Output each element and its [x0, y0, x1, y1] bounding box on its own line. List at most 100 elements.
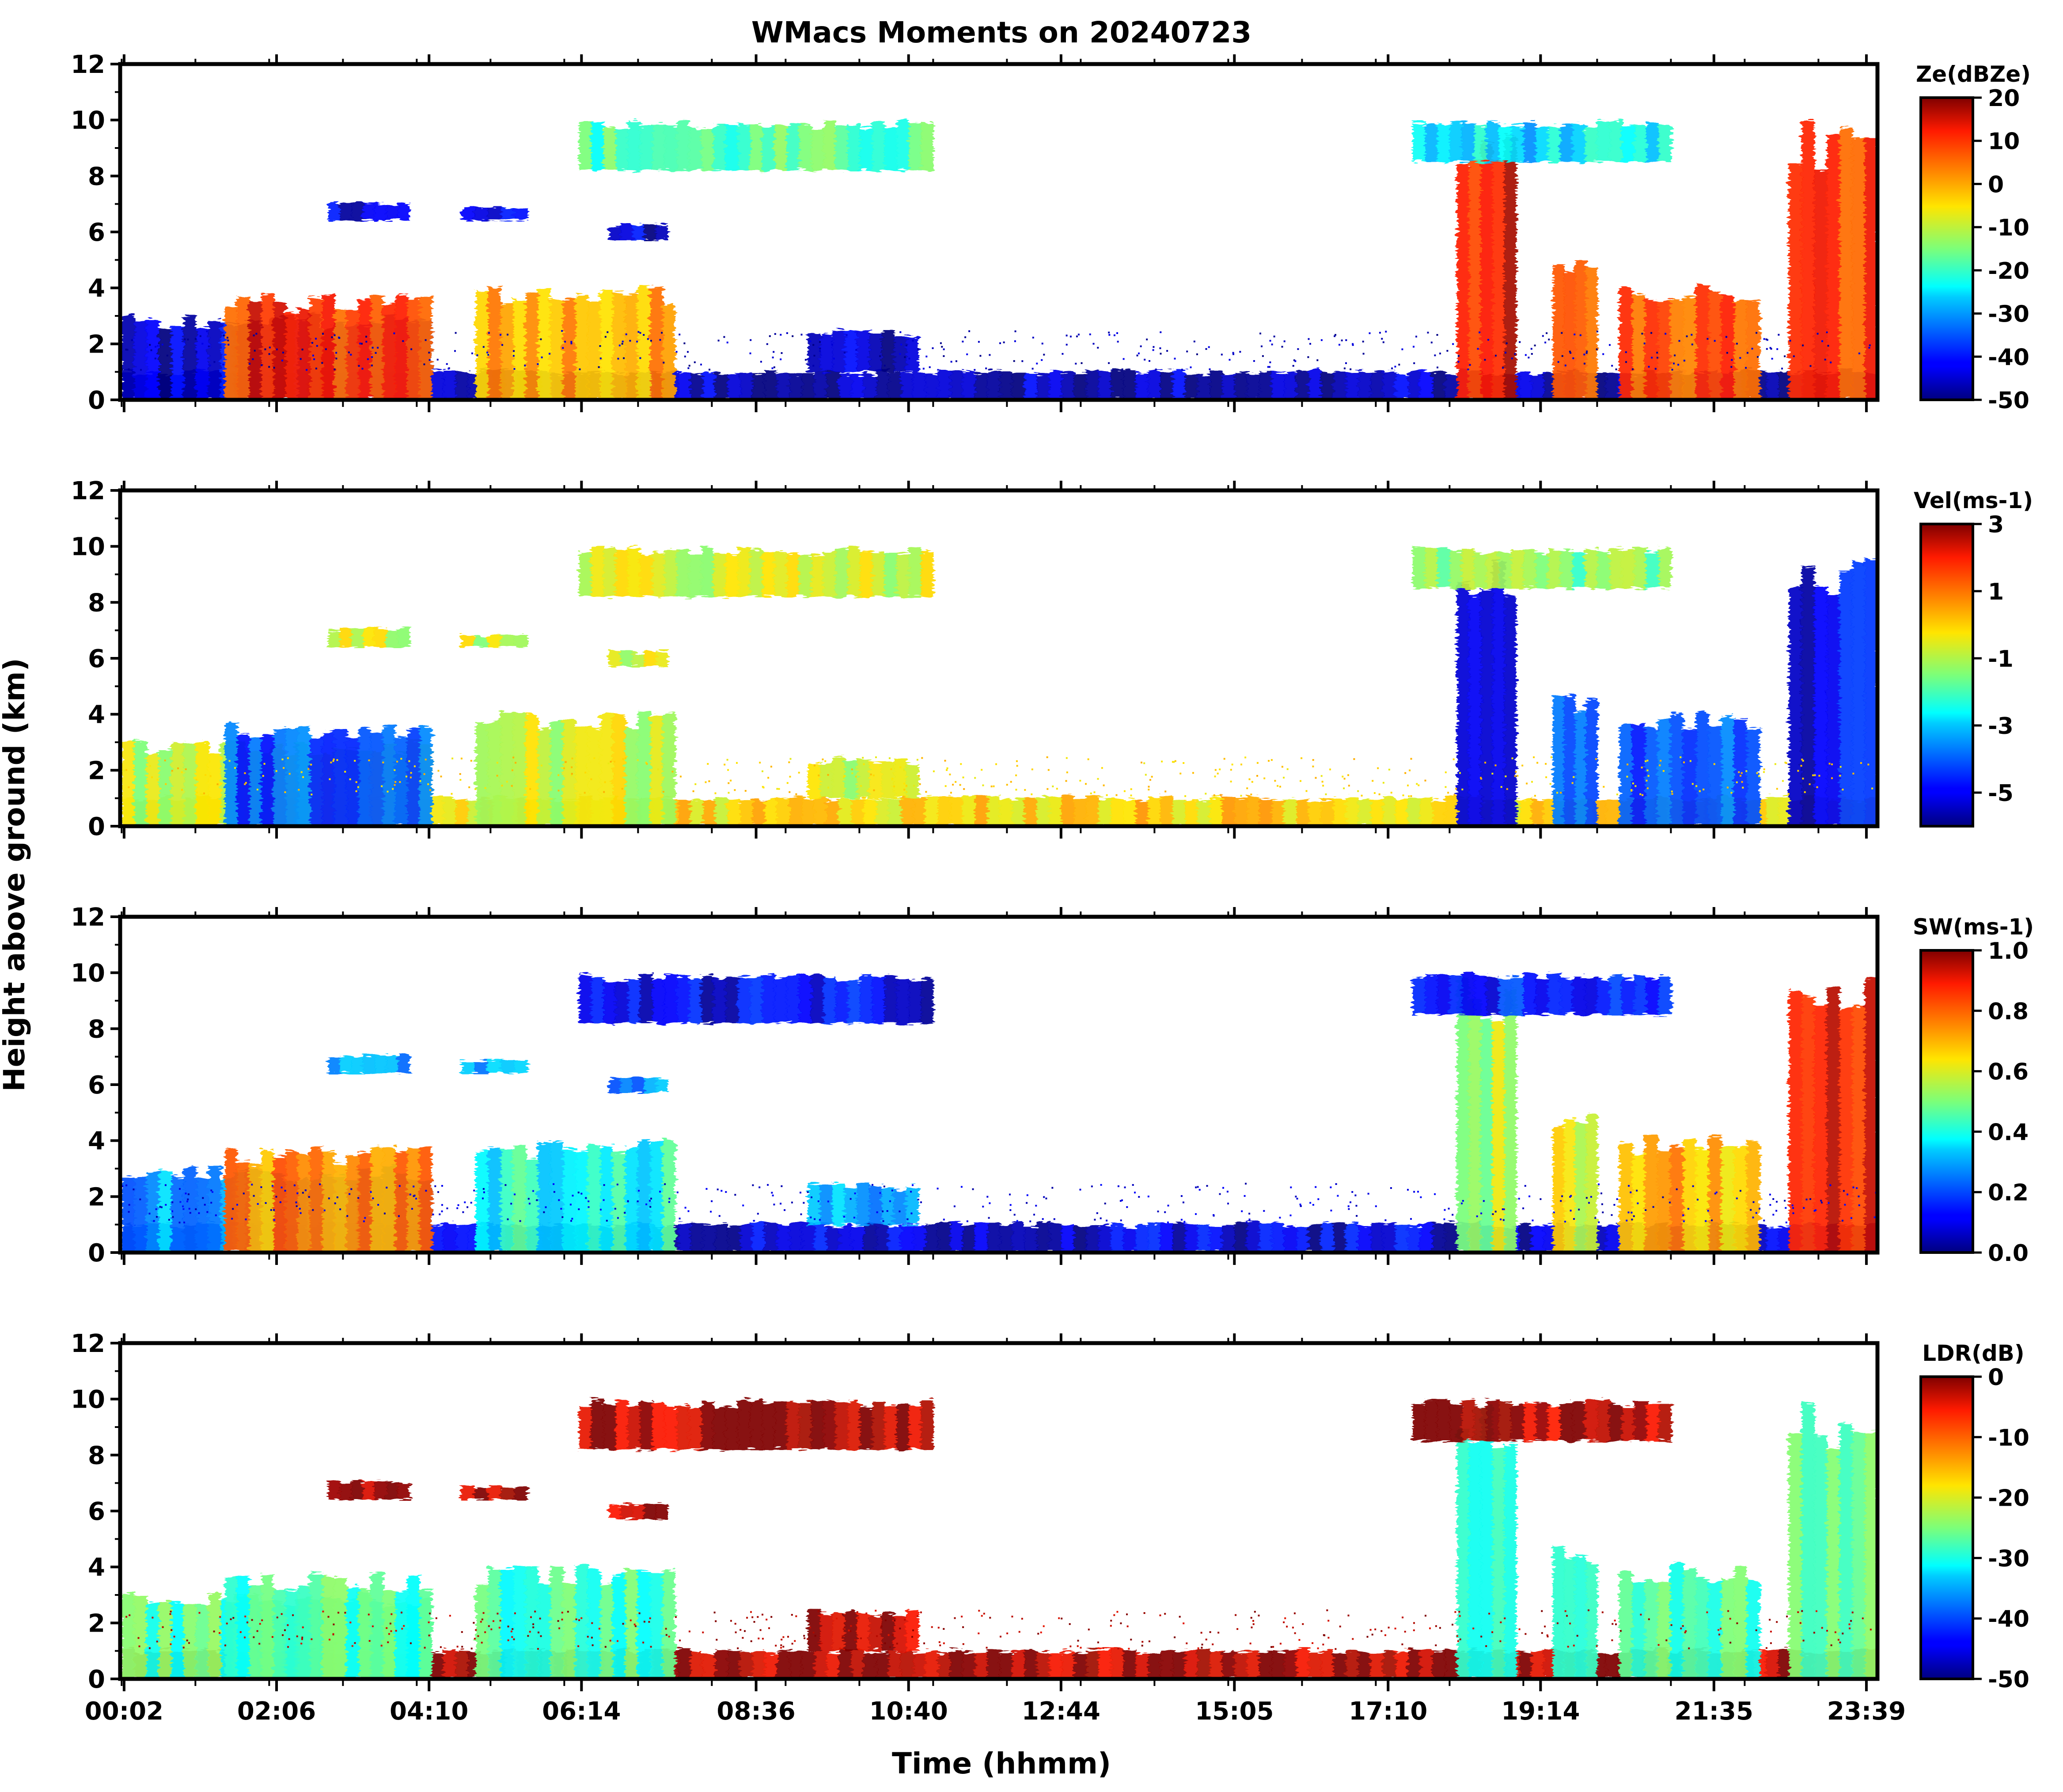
speckle	[1354, 1194, 1357, 1196]
echo-strip	[1536, 553, 1548, 588]
echo-strip	[1185, 800, 1198, 826]
echo-strip	[1498, 551, 1512, 588]
speckle	[819, 1615, 822, 1617]
echo-strip	[386, 630, 398, 647]
colorbar-tick-label: 10	[1988, 129, 2020, 155]
echo-strip	[398, 628, 410, 647]
speckle	[629, 340, 631, 342]
speckle	[1087, 758, 1089, 760]
speckle	[1130, 1639, 1132, 1640]
speckle	[534, 1610, 536, 1613]
speckle	[1868, 347, 1870, 349]
echo-strip	[1259, 1223, 1272, 1253]
speckle	[1117, 1648, 1119, 1650]
speckle	[1596, 1645, 1598, 1647]
speckle	[717, 1188, 719, 1191]
speckle	[1647, 775, 1650, 777]
echo-strip	[1645, 300, 1658, 400]
speckle	[1458, 1611, 1460, 1613]
speckle	[982, 1206, 984, 1207]
speckle	[1147, 1196, 1149, 1198]
speckle	[1852, 772, 1854, 775]
speckle	[1435, 1644, 1437, 1646]
speckle	[1036, 362, 1038, 364]
speckle	[891, 1189, 893, 1192]
speckle	[532, 1626, 535, 1629]
echo-strip	[774, 124, 787, 171]
speckle	[245, 782, 247, 784]
speckle	[1120, 1219, 1122, 1222]
speckle	[1546, 1634, 1548, 1636]
echo-strip	[1247, 1651, 1260, 1679]
echo-strip	[615, 981, 629, 1023]
speckle	[446, 363, 448, 365]
colorbar-tick-label: -50	[1988, 387, 2029, 414]
speckle	[511, 785, 513, 787]
echo-strip	[383, 725, 396, 826]
speckle	[1381, 338, 1383, 340]
echo-strip	[285, 728, 299, 826]
echo-strip	[600, 712, 613, 826]
speckle	[910, 1191, 912, 1193]
speckle	[1851, 1217, 1852, 1219]
speckle	[607, 762, 610, 764]
echo-strip	[1839, 1423, 1853, 1679]
echo-strip	[894, 759, 907, 798]
speckle	[1742, 786, 1744, 789]
speckle	[663, 361, 665, 364]
speckle	[1294, 1632, 1296, 1634]
echo-strip	[656, 224, 668, 240]
echo-strip	[1486, 976, 1499, 1015]
echo-strip	[1036, 796, 1050, 826]
echo-strip	[608, 1505, 621, 1519]
echo-strip	[872, 551, 885, 597]
speckle	[1570, 352, 1572, 354]
speckle	[288, 773, 291, 775]
speckle	[1159, 1614, 1161, 1617]
echo-strip	[525, 714, 539, 826]
echo-strip	[863, 1223, 876, 1253]
echo-strip	[913, 1225, 926, 1253]
speckle	[1574, 334, 1576, 335]
speckle	[1296, 1198, 1298, 1200]
speckle	[1413, 345, 1415, 348]
speckle	[842, 1613, 844, 1615]
speckle	[688, 1630, 690, 1633]
speckle	[1066, 334, 1068, 337]
echo-strip	[869, 332, 882, 372]
speckle	[1830, 361, 1832, 364]
speckle	[617, 1217, 619, 1219]
echo-strip	[725, 976, 739, 1023]
echo-strip	[625, 728, 638, 826]
echo-strip	[1523, 1402, 1536, 1441]
speckle	[264, 348, 266, 350]
echo-strip	[1437, 548, 1450, 588]
echo-strip	[1657, 1152, 1671, 1253]
speckle	[1343, 367, 1346, 369]
echo-strip	[835, 1402, 848, 1450]
speckle	[1014, 330, 1016, 332]
speckle	[283, 767, 285, 769]
speckle	[1439, 353, 1441, 355]
speckle	[1172, 761, 1174, 763]
speckle	[1569, 350, 1571, 353]
speckle	[165, 783, 167, 785]
speckle	[1643, 342, 1646, 345]
speckle	[1066, 757, 1068, 759]
speckle	[1043, 353, 1045, 356]
speckle	[587, 1636, 589, 1638]
speckle	[162, 1626, 164, 1628]
echo-strip	[1210, 1652, 1223, 1679]
speckle	[482, 1612, 485, 1614]
echo-strip	[715, 1650, 728, 1679]
echo-strip	[351, 1056, 364, 1074]
speckle	[312, 354, 314, 357]
echo-strip	[1445, 1223, 1458, 1253]
speckle	[372, 1625, 374, 1627]
speckle	[1448, 1207, 1450, 1210]
echo-strip	[1432, 1223, 1445, 1253]
speckle	[742, 1204, 744, 1207]
speckle	[1347, 774, 1349, 776]
speckle	[1325, 793, 1327, 795]
speckle	[762, 786, 764, 788]
